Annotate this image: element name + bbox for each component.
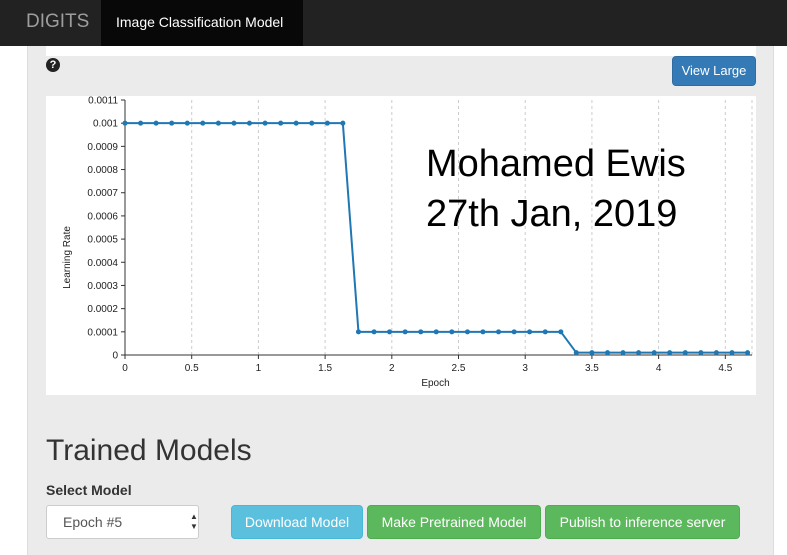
data-point bbox=[651, 350, 657, 356]
data-point bbox=[745, 350, 751, 356]
data-point bbox=[573, 350, 579, 356]
y-tick-label: 0.0011 bbox=[88, 96, 118, 107]
x-tick-label: 4.5 bbox=[718, 363, 732, 374]
x-tick-label: 3 bbox=[522, 363, 528, 374]
data-point bbox=[138, 120, 144, 126]
y-tick-label: 0 bbox=[112, 351, 118, 362]
data-point bbox=[246, 120, 252, 126]
data-point bbox=[293, 120, 299, 126]
data-point bbox=[278, 120, 284, 126]
data-point bbox=[449, 329, 455, 335]
data-point bbox=[387, 329, 393, 335]
publish-inference-button[interactable]: Publish to inference server bbox=[545, 505, 740, 539]
data-point bbox=[620, 350, 626, 356]
data-point bbox=[464, 329, 470, 335]
data-point bbox=[480, 329, 486, 335]
data-point bbox=[527, 329, 533, 335]
x-tick-label: 0.5 bbox=[185, 363, 199, 374]
data-point bbox=[589, 350, 595, 356]
data-point bbox=[511, 329, 517, 335]
data-point bbox=[309, 120, 315, 126]
x-tick-label: 1 bbox=[256, 363, 262, 374]
annotation-date: 27th Jan, 2019 bbox=[426, 193, 677, 235]
data-point bbox=[667, 350, 673, 356]
data-point bbox=[262, 120, 268, 126]
model-select-value: Epoch #5 bbox=[63, 514, 123, 530]
data-point bbox=[433, 329, 439, 335]
data-point bbox=[200, 120, 206, 126]
data-point bbox=[636, 350, 642, 356]
data-point bbox=[340, 120, 346, 126]
y-tick-label: 0.0009 bbox=[87, 142, 118, 153]
x-axis-label: Epoch bbox=[421, 378, 449, 389]
brand-link[interactable]: DIGITS bbox=[26, 11, 90, 32]
data-point bbox=[215, 120, 221, 126]
x-tick-label: 2.5 bbox=[452, 363, 466, 374]
data-point bbox=[122, 120, 128, 126]
select-arrows-icon: ▲ ▼ bbox=[190, 512, 198, 531]
data-point bbox=[682, 350, 688, 356]
y-tick-label: 0.001 bbox=[93, 119, 118, 130]
chart-svg: 0 0.0001 0.0002 0.0003 0.0004 0.0005 0.0006 0.0… bbox=[62, 96, 753, 389]
y-axis-label: Learning Rate bbox=[62, 226, 73, 289]
data-point bbox=[402, 329, 408, 335]
trained-models-title: Trained Models bbox=[46, 434, 252, 467]
data-point bbox=[371, 329, 377, 335]
y-tick-label: 0.0005 bbox=[87, 235, 118, 246]
y-tick-label: 0.0001 bbox=[87, 327, 118, 338]
y-tick-label: 0.0003 bbox=[87, 281, 118, 292]
y-tick-label: 0.0007 bbox=[87, 188, 118, 199]
panel-top-strip bbox=[46, 46, 756, 56]
data-point bbox=[153, 120, 159, 126]
learning-rate-chart: 0 0.0001 0.0002 0.0003 0.0004 0.0005 0.0006 0.0… bbox=[46, 96, 756, 395]
view-large-button[interactable]: View Large bbox=[672, 56, 756, 86]
x-tick-label: 0 bbox=[122, 363, 128, 374]
data-point bbox=[729, 350, 735, 356]
x-tick-label: 4 bbox=[656, 363, 662, 374]
data-point bbox=[418, 329, 424, 335]
model-select[interactable]: Epoch #5 ▲ ▼ bbox=[46, 505, 199, 539]
annotation-name: Mohamed Ewis bbox=[426, 143, 686, 185]
question-circle-icon[interactable]: ? bbox=[46, 58, 60, 72]
data-point bbox=[169, 120, 175, 126]
data-point bbox=[713, 350, 719, 356]
x-tick-label: 1.5 bbox=[318, 363, 332, 374]
y-tick-label: 0.0004 bbox=[87, 258, 118, 269]
select-model-label: Select Model bbox=[46, 482, 132, 498]
x-tick-label: 3.5 bbox=[585, 363, 599, 374]
y-tick-label: 0.0006 bbox=[87, 211, 118, 222]
navbar: DIGITS Image Classification Model bbox=[0, 0, 787, 46]
x-tick-label: 2 bbox=[389, 363, 395, 374]
data-point bbox=[542, 329, 548, 335]
y-tick-label: 0.0002 bbox=[87, 304, 118, 315]
data-point bbox=[231, 120, 237, 126]
make-pretrained-model-button[interactable]: Make Pretrained Model bbox=[367, 505, 541, 539]
data-point bbox=[355, 329, 361, 335]
data-point bbox=[558, 329, 564, 335]
nav-tab-active[interactable]: Image Classification Model bbox=[101, 0, 303, 46]
download-model-button[interactable]: Download Model bbox=[231, 505, 363, 539]
data-point bbox=[496, 329, 502, 335]
data-point bbox=[698, 350, 704, 356]
data-point bbox=[605, 350, 611, 356]
data-point bbox=[184, 120, 190, 126]
data-point bbox=[324, 120, 330, 126]
y-tick-label: 0.0008 bbox=[87, 165, 118, 176]
